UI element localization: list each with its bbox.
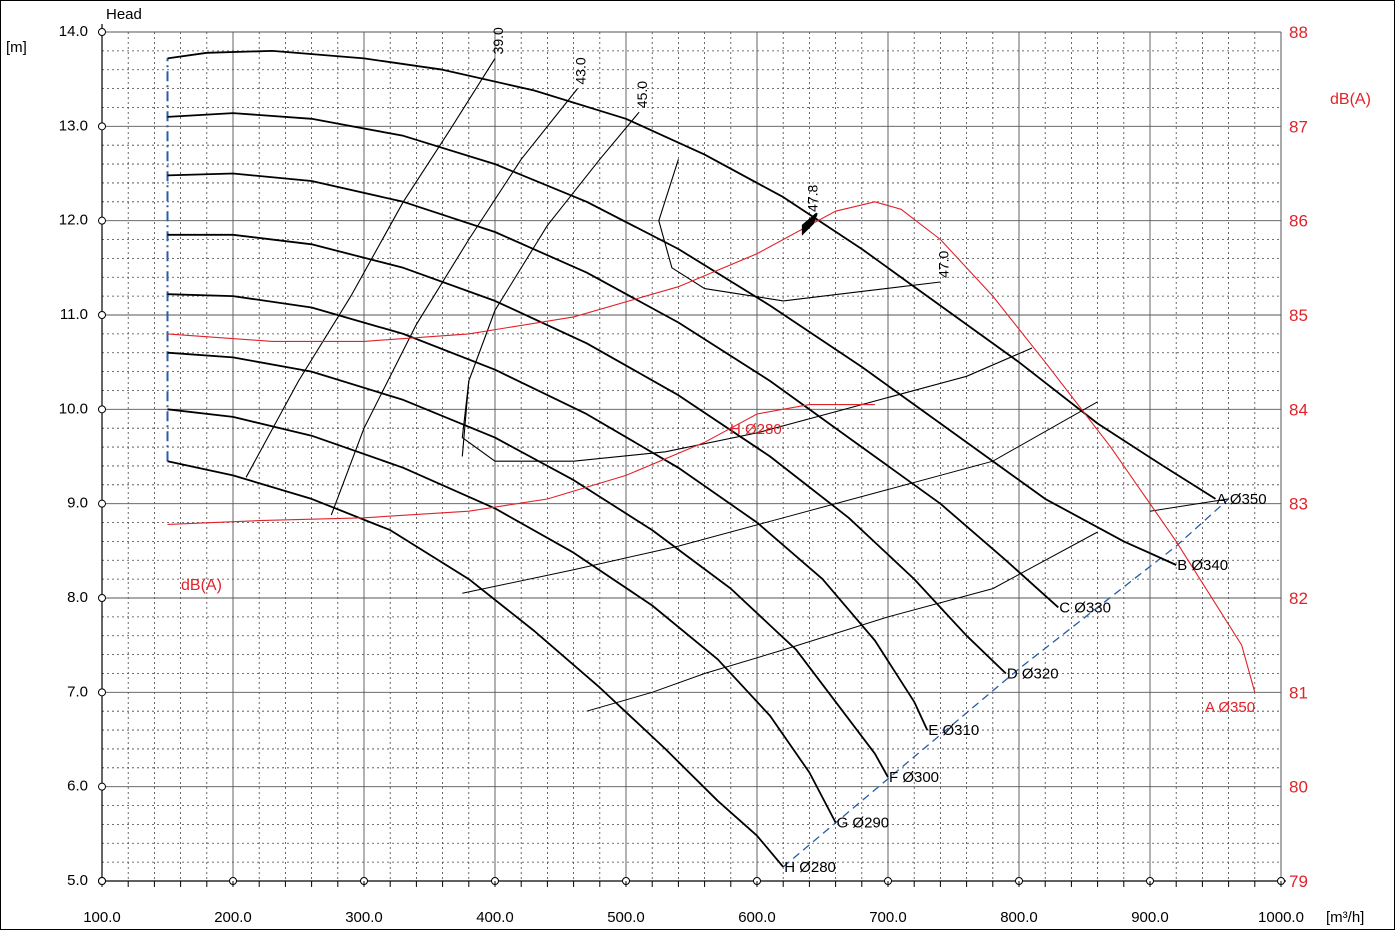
x-tick-label: 400.0 bbox=[476, 909, 514, 926]
x-tick-label: 300.0 bbox=[345, 909, 383, 926]
head-curve-label: E Ø310 bbox=[928, 722, 979, 739]
head-curve bbox=[167, 233, 1007, 675]
efficiency-label: 39.0 bbox=[490, 27, 506, 54]
y2-tick-label: 88 bbox=[1289, 23, 1308, 42]
y-axis-title: Head bbox=[106, 6, 142, 23]
head-curve-label: F Ø300 bbox=[889, 769, 939, 786]
x-tick-label: 800.0 bbox=[1000, 909, 1038, 926]
y2-tick-label: 86 bbox=[1289, 212, 1308, 231]
major-grid bbox=[101, 31, 1282, 882]
head-curve-label: G Ø290 bbox=[837, 815, 890, 832]
noise-curve-label-h: H Ø280 bbox=[730, 421, 782, 438]
y-axis-unit: [m] bbox=[6, 39, 27, 56]
y2-tick-label: 84 bbox=[1289, 400, 1308, 419]
efficiency-loop bbox=[461, 347, 1033, 462]
y-tick-circle bbox=[98, 499, 106, 508]
noise-axis-inner-label: dB(A) bbox=[181, 577, 222, 594]
x-axis-unit: [m³/h] bbox=[1326, 909, 1364, 926]
head-curve bbox=[167, 293, 929, 731]
y-tick-circle bbox=[98, 405, 106, 414]
efficiency-label: 47.8 bbox=[804, 184, 820, 211]
head-curve bbox=[167, 112, 1177, 566]
y-tick-label: 12.0 bbox=[59, 212, 88, 229]
efficiency-label: 43.0 bbox=[573, 57, 589, 84]
y2-tick-label: 83 bbox=[1289, 495, 1308, 514]
head-curve-label: D Ø320 bbox=[1007, 665, 1059, 682]
y-tick-label: 6.0 bbox=[67, 778, 88, 795]
y-tick-label: 14.0 bbox=[59, 23, 88, 40]
efficiency-curve bbox=[245, 58, 496, 478]
y-tick-circle bbox=[98, 122, 106, 131]
y-tick-label: 11.0 bbox=[60, 306, 88, 323]
series-layer bbox=[166, 50, 1256, 868]
x-tick-label: 1000.0 bbox=[1258, 909, 1304, 926]
y2-tick-label: 80 bbox=[1289, 778, 1308, 797]
head-curve bbox=[167, 172, 1059, 609]
x-tick-labels: 100.0 200.0 300.0 400.0 500.0 600.0 700.0 800.0… bbox=[83, 909, 1304, 926]
minor-grid bbox=[102, 32, 1281, 881]
y2-tick-label: 85 bbox=[1289, 306, 1308, 325]
head-curve bbox=[167, 50, 1216, 500]
noise-curve bbox=[167, 201, 1256, 693]
system-curve bbox=[782, 498, 1230, 868]
y-tick-circle bbox=[98, 594, 106, 602]
x-tick-label: 700.0 bbox=[869, 909, 907, 926]
y-tick-circle bbox=[98, 688, 106, 697]
y-tick-label: 7.0 bbox=[67, 683, 88, 700]
head-curve bbox=[167, 351, 889, 778]
y2-tick-label: 79 bbox=[1289, 872, 1308, 891]
y-tick-circle bbox=[98, 216, 106, 225]
y2-tick-label: 82 bbox=[1289, 589, 1308, 608]
y-tick-label: 9.0 bbox=[67, 495, 88, 512]
y2-axis-title: dB(A) bbox=[1330, 91, 1371, 108]
x-tick-label: 100.0 bbox=[83, 909, 121, 926]
y2-tick-label: 87 bbox=[1289, 117, 1308, 136]
head-curve bbox=[167, 408, 837, 823]
x-tick-label: 900.0 bbox=[1131, 909, 1169, 926]
bep-marker-icon bbox=[801, 212, 818, 236]
y-tick-label: 13.0 bbox=[59, 117, 88, 134]
efficiency-curve bbox=[658, 159, 941, 302]
y2-tick-label: 81 bbox=[1289, 683, 1308, 702]
head-curve bbox=[167, 460, 784, 868]
labels-layer: 39.0 43.0 45.0 47.0 47.8 A Ø350 B Ø340 C Ø330 D … bbox=[490, 27, 1267, 876]
efficiency-label: 45.0 bbox=[634, 81, 650, 108]
y-tick-circle bbox=[98, 28, 106, 36]
y-tick-circle bbox=[98, 877, 106, 885]
x-tick-label: 200.0 bbox=[214, 909, 252, 926]
x-tick-label: 500.0 bbox=[607, 909, 645, 926]
iso-line bbox=[1149, 498, 1229, 512]
y-tick-label: 5.0 bbox=[67, 872, 88, 889]
y-tick-circle bbox=[98, 782, 106, 791]
head-curve-label: H Ø280 bbox=[784, 859, 836, 876]
noise-curve bbox=[167, 404, 875, 525]
y-tick-labels: 5.0 6.0 7.0 8.0 9.0 10.0 11.0 12.0 13.0 14.0 bbox=[59, 23, 88, 889]
noise-curve-label-a: A Ø350 bbox=[1205, 699, 1255, 716]
efficiency-label: 47.0 bbox=[935, 251, 951, 278]
iso-line bbox=[586, 531, 1098, 712]
head-curve-label: B Ø340 bbox=[1177, 557, 1228, 574]
y-tick-label: 10.0 bbox=[59, 400, 88, 417]
head-curve-label: A Ø350 bbox=[1217, 491, 1267, 508]
head-curve-label: C Ø330 bbox=[1059, 599, 1111, 616]
y-tick-label: 8.0 bbox=[67, 589, 88, 606]
x-tick-label: 600.0 bbox=[738, 909, 776, 926]
y-tick-circle bbox=[98, 311, 106, 319]
efficiency-curve bbox=[330, 88, 578, 516]
y2-tick-labels: 79 80 81 82 83 84 85 86 87 88 bbox=[1289, 23, 1308, 891]
